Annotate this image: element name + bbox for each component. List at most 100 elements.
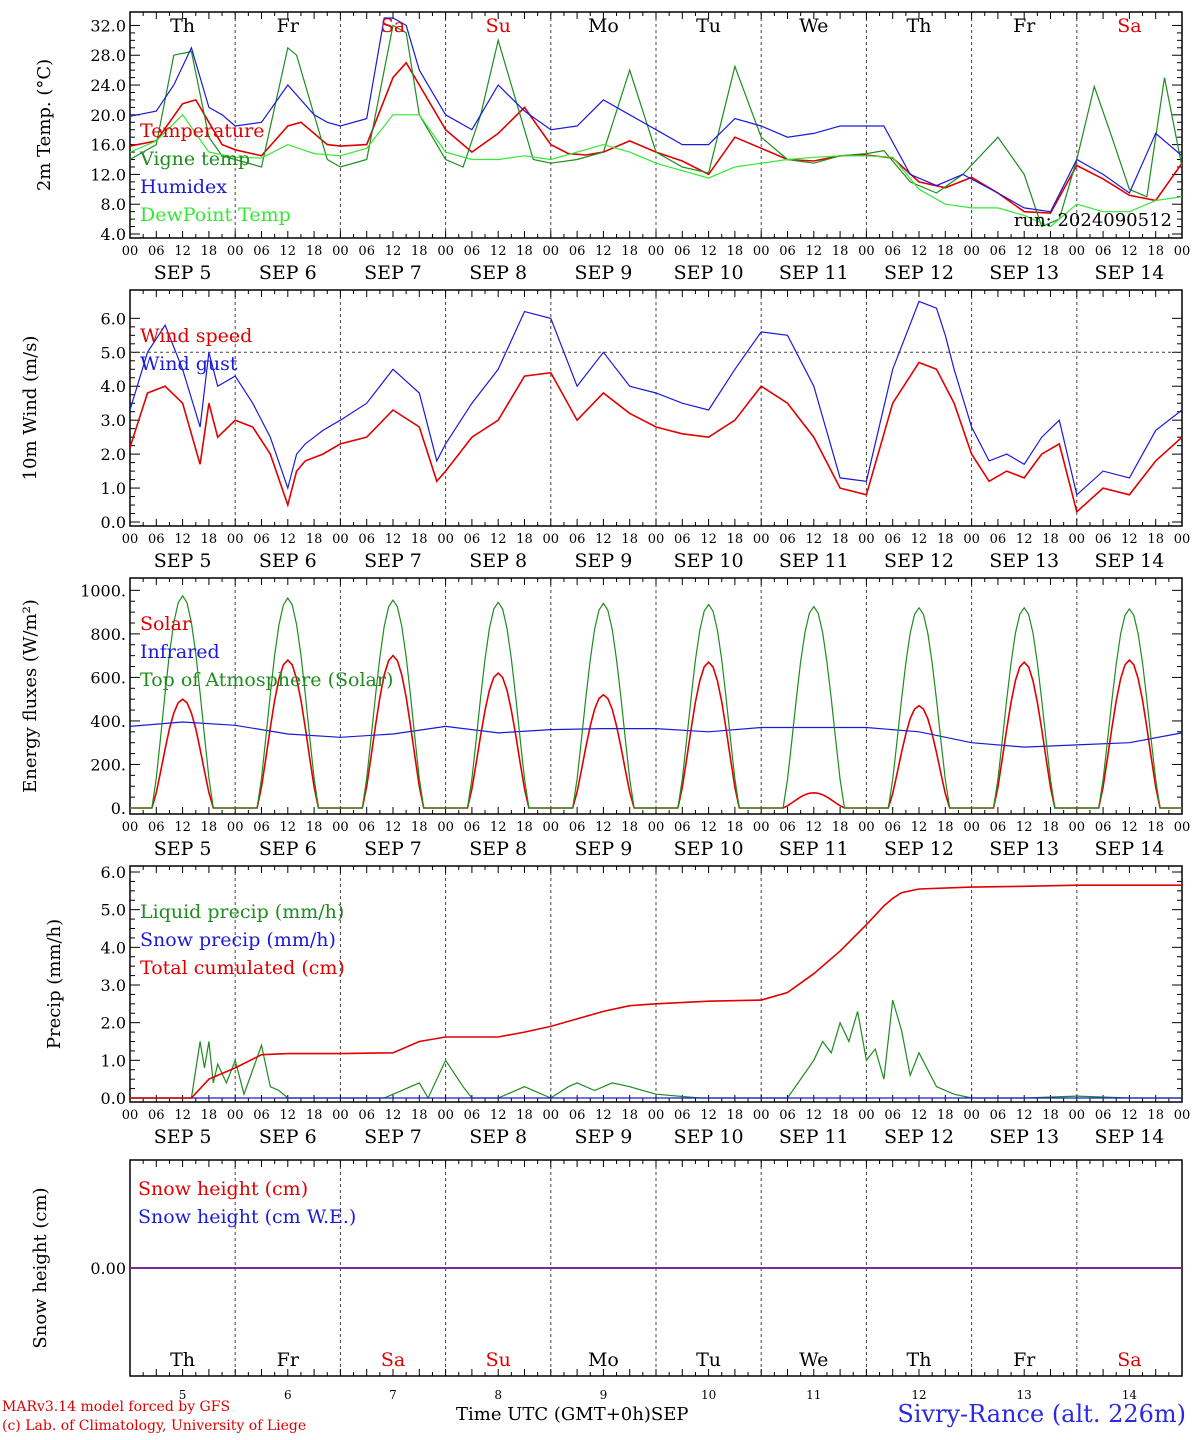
hour-tick-label: 12 bbox=[490, 244, 507, 259]
hour-tick-label: 12 bbox=[1016, 244, 1033, 259]
hour-tick-label: 00 bbox=[122, 1108, 139, 1123]
credit-line-1: MARv3.14 model forced by GFS bbox=[2, 1399, 231, 1415]
hour-tick-label: 00 bbox=[963, 532, 980, 547]
date-label: SEP 7 bbox=[364, 550, 422, 572]
panel-precip: 0.0 1.0 2.0 3.0 4.0 5.0 6.0 Precip (mm/h) Liquid… bbox=[44, 863, 1190, 1148]
hour-tick-label: 00 bbox=[227, 244, 244, 259]
hour-tick-label: 18 bbox=[516, 820, 533, 835]
y-axis-label: Precip (mm/h) bbox=[44, 919, 65, 1049]
hour-tick-label: 00 bbox=[543, 820, 560, 835]
hour-tick-label: 18 bbox=[411, 1108, 428, 1123]
hour-tick-label: 06 bbox=[990, 820, 1007, 835]
hour-tick-label: 18 bbox=[306, 820, 323, 835]
series-dewpoint-temp bbox=[130, 113, 1182, 228]
hour-tick-label: 06 bbox=[464, 1108, 481, 1123]
hour-tick-label: 00 bbox=[122, 244, 139, 259]
y-axis-label: 2m Temp. (°C) bbox=[34, 59, 55, 191]
y-tick-label: 2.0 bbox=[101, 1014, 126, 1033]
hour-tick-label: 00 bbox=[648, 820, 665, 835]
hour-tick-label: 00 bbox=[1174, 820, 1191, 835]
hour-tick-label: 12 bbox=[385, 532, 402, 547]
hour-tick-label: 12 bbox=[174, 820, 191, 835]
y-tick-label: 8.0 bbox=[101, 195, 126, 214]
hour-tick-label: 18 bbox=[832, 1108, 849, 1123]
hour-tick-label: 06 bbox=[779, 244, 796, 259]
legend-entry: Solar bbox=[140, 613, 192, 635]
series-group bbox=[130, 17, 1182, 228]
date-label: SEP 9 bbox=[574, 1126, 632, 1148]
day-number-label: 13 bbox=[1017, 1388, 1032, 1402]
day-name-label: Fr bbox=[277, 1349, 300, 1371]
hour-tick-label: 18 bbox=[306, 244, 323, 259]
hour-tick-label: 00 bbox=[122, 532, 139, 547]
day-number-label: 5 bbox=[179, 1388, 187, 1402]
day-name-label: Th bbox=[170, 15, 195, 37]
hour-tick-label: 00 bbox=[1174, 532, 1191, 547]
hour-tick-label: 12 bbox=[806, 244, 823, 259]
date-label: SEP 8 bbox=[469, 550, 527, 572]
day-name-label: Tu bbox=[696, 15, 721, 37]
day-name-label: Sa bbox=[1117, 1349, 1141, 1371]
hour-tick-label: 06 bbox=[148, 244, 165, 259]
hour-tick-label: 18 bbox=[621, 532, 638, 547]
hour-tick-label: 12 bbox=[490, 532, 507, 547]
hour-tick-label: 00 bbox=[1174, 244, 1191, 259]
hour-tick-label: 12 bbox=[700, 532, 717, 547]
y-tick-label: 0.0 bbox=[101, 1089, 126, 1108]
date-label: SEP 5 bbox=[154, 838, 212, 860]
day-name-label: Th bbox=[907, 1349, 932, 1371]
hour-tick-label: 18 bbox=[937, 244, 954, 259]
day-name-label: We bbox=[799, 1349, 828, 1371]
hour-tick-label: 06 bbox=[464, 820, 481, 835]
hour-tick-label: 00 bbox=[332, 244, 349, 259]
hour-tick-label: 18 bbox=[1147, 244, 1164, 259]
hour-tick-label: 00 bbox=[1069, 532, 1086, 547]
day-number-label: 12 bbox=[911, 1388, 926, 1402]
hour-tick-label: 00 bbox=[858, 244, 875, 259]
hour-tick-label: 12 bbox=[280, 532, 297, 547]
y-tick-label: 0.0 bbox=[101, 513, 126, 532]
credit-line-2: (c) Lab. of Climatology, University of L… bbox=[2, 1418, 307, 1434]
hour-tick-label: 00 bbox=[437, 244, 454, 259]
date-label: SEP 6 bbox=[259, 1126, 317, 1148]
day-name-label: Sa bbox=[381, 15, 405, 37]
hour-tick-label: 06 bbox=[253, 1108, 270, 1123]
day-number-label: 7 bbox=[389, 1388, 397, 1402]
day-name-label: Tu bbox=[696, 1349, 721, 1371]
hour-tick-label: 06 bbox=[674, 244, 691, 259]
hour-tick-label: 18 bbox=[516, 532, 533, 547]
date-label: SEP 8 bbox=[469, 1126, 527, 1148]
hour-tick-label: 00 bbox=[1069, 1108, 1086, 1123]
legend-entry: Temperature bbox=[140, 120, 264, 142]
hour-tick-label: 12 bbox=[174, 244, 191, 259]
y-tick-label: 20.0 bbox=[90, 106, 126, 125]
series-top-of-atmosphere-solar- bbox=[130, 594, 1182, 809]
hour-tick-label: 00 bbox=[753, 820, 770, 835]
hour-tick-label: 18 bbox=[201, 820, 218, 835]
hour-tick-label: 18 bbox=[201, 244, 218, 259]
model-credits: MARv3.14 model forced by GFS (c) Lab. of… bbox=[2, 1398, 306, 1436]
hour-tick-label: 12 bbox=[280, 244, 297, 259]
hour-tick-label: 06 bbox=[884, 820, 901, 835]
legend-entry: Wind gust bbox=[140, 353, 238, 375]
y-tick-label: 800. bbox=[90, 625, 126, 644]
day-number-label: 6 bbox=[284, 1388, 292, 1402]
day-number-label: 8 bbox=[494, 1388, 502, 1402]
hour-tick-label: 06 bbox=[569, 244, 586, 259]
x-axis-title: Time UTC (GMT+0h)SEP bbox=[456, 1404, 688, 1425]
legend-entry: Top of Atmosphere (Solar) bbox=[140, 669, 393, 691]
hour-tick-label: 18 bbox=[727, 532, 744, 547]
y-tick-label: 12.0 bbox=[90, 165, 126, 184]
x-axis-title-text: Time UTC (GMT+0h) bbox=[456, 1404, 651, 1425]
hour-tick-label: 18 bbox=[411, 244, 428, 259]
hour-tick-label: 06 bbox=[1095, 532, 1112, 547]
hour-tick-label: 00 bbox=[332, 532, 349, 547]
legend-entry: Infrared bbox=[140, 641, 220, 663]
hour-tick-label: 18 bbox=[937, 820, 954, 835]
hour-tick-label: 00 bbox=[227, 532, 244, 547]
hour-tick-label: 06 bbox=[1095, 244, 1112, 259]
hour-tick-label: 00 bbox=[858, 1108, 875, 1123]
hour-tick-label: 12 bbox=[806, 820, 823, 835]
y-tick-label: 200. bbox=[90, 755, 126, 774]
hour-tick-label: 12 bbox=[1121, 1108, 1138, 1123]
